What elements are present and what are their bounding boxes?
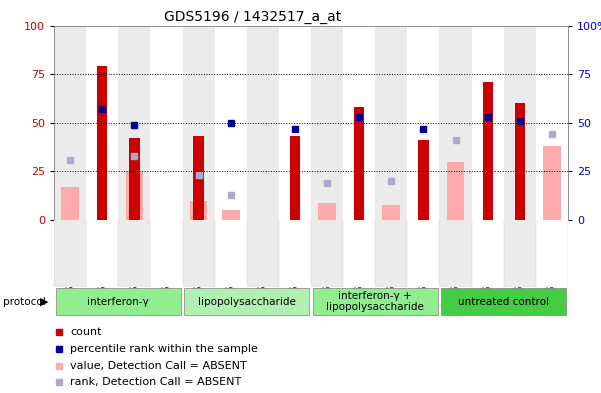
Bar bbox=[56, 288, 181, 315]
Bar bbox=[247, 26, 279, 220]
Bar bbox=[118, 26, 150, 220]
Bar bbox=[290, 136, 300, 220]
Bar bbox=[126, 171, 143, 220]
Bar bbox=[447, 162, 465, 220]
Text: value, Detection Call = ABSENT: value, Detection Call = ABSENT bbox=[70, 361, 247, 371]
Text: lipopolysaccharide: lipopolysaccharide bbox=[198, 297, 296, 307]
Text: interferon-γ +
lipopolysaccharide: interferon-γ + lipopolysaccharide bbox=[326, 291, 424, 312]
Bar bbox=[222, 210, 240, 220]
Bar bbox=[543, 146, 561, 220]
Text: protocol: protocol bbox=[3, 297, 46, 307]
Bar bbox=[190, 200, 207, 220]
Bar bbox=[313, 288, 438, 315]
Bar bbox=[536, 26, 568, 220]
Bar bbox=[354, 107, 364, 220]
Bar bbox=[483, 82, 493, 220]
Bar bbox=[129, 138, 139, 220]
Bar bbox=[504, 26, 536, 220]
Bar bbox=[279, 220, 311, 287]
Bar bbox=[150, 220, 183, 287]
Bar bbox=[54, 220, 86, 287]
Bar bbox=[150, 26, 183, 220]
Bar bbox=[86, 220, 118, 287]
Bar bbox=[319, 202, 336, 220]
Text: count: count bbox=[70, 327, 102, 337]
Text: rank, Detection Call = ABSENT: rank, Detection Call = ABSENT bbox=[70, 377, 242, 387]
Bar bbox=[86, 26, 118, 220]
Bar bbox=[311, 220, 343, 287]
Bar bbox=[54, 26, 86, 220]
Bar bbox=[194, 136, 204, 220]
Bar bbox=[215, 220, 247, 287]
Bar bbox=[343, 26, 375, 220]
Bar bbox=[215, 26, 247, 220]
Bar bbox=[382, 204, 400, 220]
Bar bbox=[61, 187, 79, 220]
Text: interferon-γ: interferon-γ bbox=[88, 297, 149, 307]
Bar bbox=[418, 140, 429, 220]
Bar bbox=[375, 220, 407, 287]
Bar bbox=[536, 220, 568, 287]
Bar bbox=[439, 26, 472, 220]
Bar bbox=[407, 26, 439, 220]
Bar bbox=[441, 288, 566, 315]
Bar bbox=[183, 220, 215, 287]
Bar bbox=[504, 220, 536, 287]
Bar bbox=[279, 26, 311, 220]
Bar bbox=[311, 26, 343, 220]
Bar bbox=[472, 26, 504, 220]
Bar bbox=[183, 26, 215, 220]
Text: percentile rank within the sample: percentile rank within the sample bbox=[70, 344, 258, 354]
Text: GDS5196 / 1432517_a_at: GDS5196 / 1432517_a_at bbox=[164, 10, 341, 24]
Bar bbox=[514, 103, 525, 220]
Bar bbox=[97, 66, 108, 220]
Bar bbox=[439, 220, 472, 287]
Bar bbox=[407, 220, 439, 287]
Bar bbox=[184, 288, 310, 315]
Bar bbox=[118, 220, 150, 287]
Bar bbox=[343, 220, 375, 287]
Bar bbox=[247, 220, 279, 287]
Text: ▶: ▶ bbox=[40, 297, 49, 307]
Text: untreated control: untreated control bbox=[458, 297, 549, 307]
Bar bbox=[375, 26, 407, 220]
Bar bbox=[472, 220, 504, 287]
